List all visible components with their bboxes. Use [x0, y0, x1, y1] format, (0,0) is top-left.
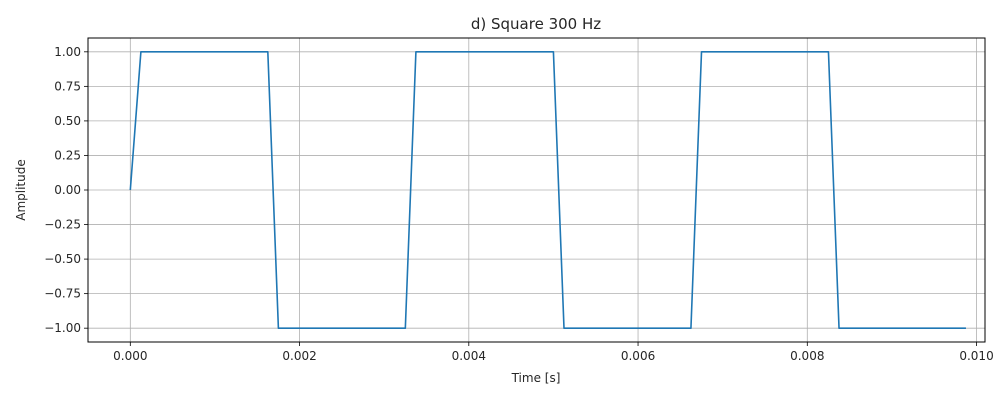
chart-title: d) Square 300 Hz: [471, 15, 601, 33]
y-tick-label: 0.25: [54, 148, 81, 162]
x-tick-label: 0.008: [790, 349, 824, 363]
series-line: [129, 51, 966, 329]
y-tick-label: −1.00: [44, 321, 81, 335]
y-tick-label: 0.00: [54, 183, 81, 197]
x-tick-label: 0.002: [282, 349, 316, 363]
y-tick-label: −0.25: [44, 218, 81, 232]
x-axis-ticks: 0.000 0.002 0.004 0.006 0.008 0.010: [113, 342, 994, 363]
x-tick-label: 0.010: [959, 349, 993, 363]
y-tick-label: 0.75: [54, 79, 81, 93]
x-tick-label: 0.004: [452, 349, 486, 363]
y-axis-label: Amplitude: [14, 159, 28, 221]
series-layer: [129, 51, 966, 329]
y-tick-label: −0.75: [44, 287, 81, 301]
x-tick-label: 0.000: [113, 349, 147, 363]
x-tick-label: 0.006: [621, 349, 655, 363]
y-tick-label: 0.50: [54, 114, 81, 128]
y-tick-label: −0.50: [44, 252, 81, 266]
x-axis-label: Time [s]: [511, 371, 561, 385]
y-axis-ticks: 1.00 0.75 0.50 0.25 0.00 −0.25 −0.50 −0.75 −1.00: [44, 45, 88, 335]
y-tick-label: 1.00: [54, 45, 81, 59]
grid-lines: [88, 38, 985, 342]
